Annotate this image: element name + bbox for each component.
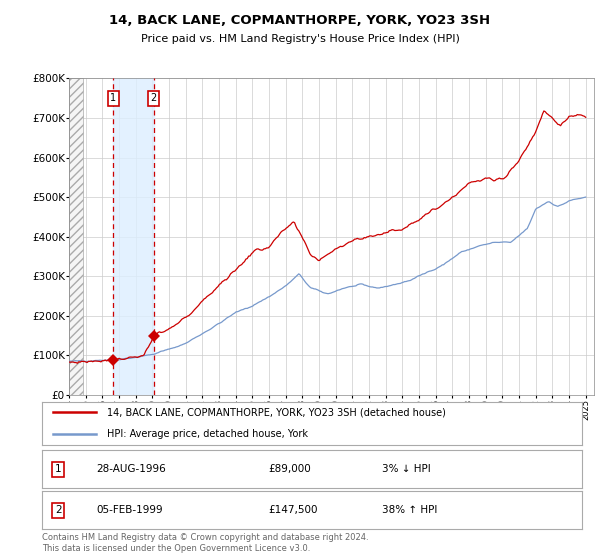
Text: 38% ↑ HPI: 38% ↑ HPI: [382, 505, 437, 515]
Text: 05-FEB-1999: 05-FEB-1999: [96, 505, 163, 515]
Text: 1: 1: [110, 93, 116, 103]
Text: Price paid vs. HM Land Registry's House Price Index (HPI): Price paid vs. HM Land Registry's House …: [140, 34, 460, 44]
Text: £89,000: £89,000: [269, 464, 311, 474]
Text: 3% ↓ HPI: 3% ↓ HPI: [382, 464, 431, 474]
Text: 1: 1: [55, 464, 62, 474]
Text: 28-AUG-1996: 28-AUG-1996: [96, 464, 166, 474]
Text: £147,500: £147,500: [269, 505, 319, 515]
Text: 2: 2: [151, 93, 157, 103]
Bar: [113, 78, 154, 395]
Text: 14, BACK LANE, COPMANTHORPE, YORK, YO23 3SH: 14, BACK LANE, COPMANTHORPE, YORK, YO23 …: [109, 14, 491, 27]
Text: 14, BACK LANE, COPMANTHORPE, YORK, YO23 3SH (detached house): 14, BACK LANE, COPMANTHORPE, YORK, YO23 …: [107, 408, 446, 417]
Text: HPI: Average price, detached house, York: HPI: Average price, detached house, York: [107, 430, 308, 439]
Text: Contains HM Land Registry data © Crown copyright and database right 2024.
This d: Contains HM Land Registry data © Crown c…: [42, 533, 368, 553]
Text: 2: 2: [55, 505, 62, 515]
Bar: [69, 78, 83, 395]
